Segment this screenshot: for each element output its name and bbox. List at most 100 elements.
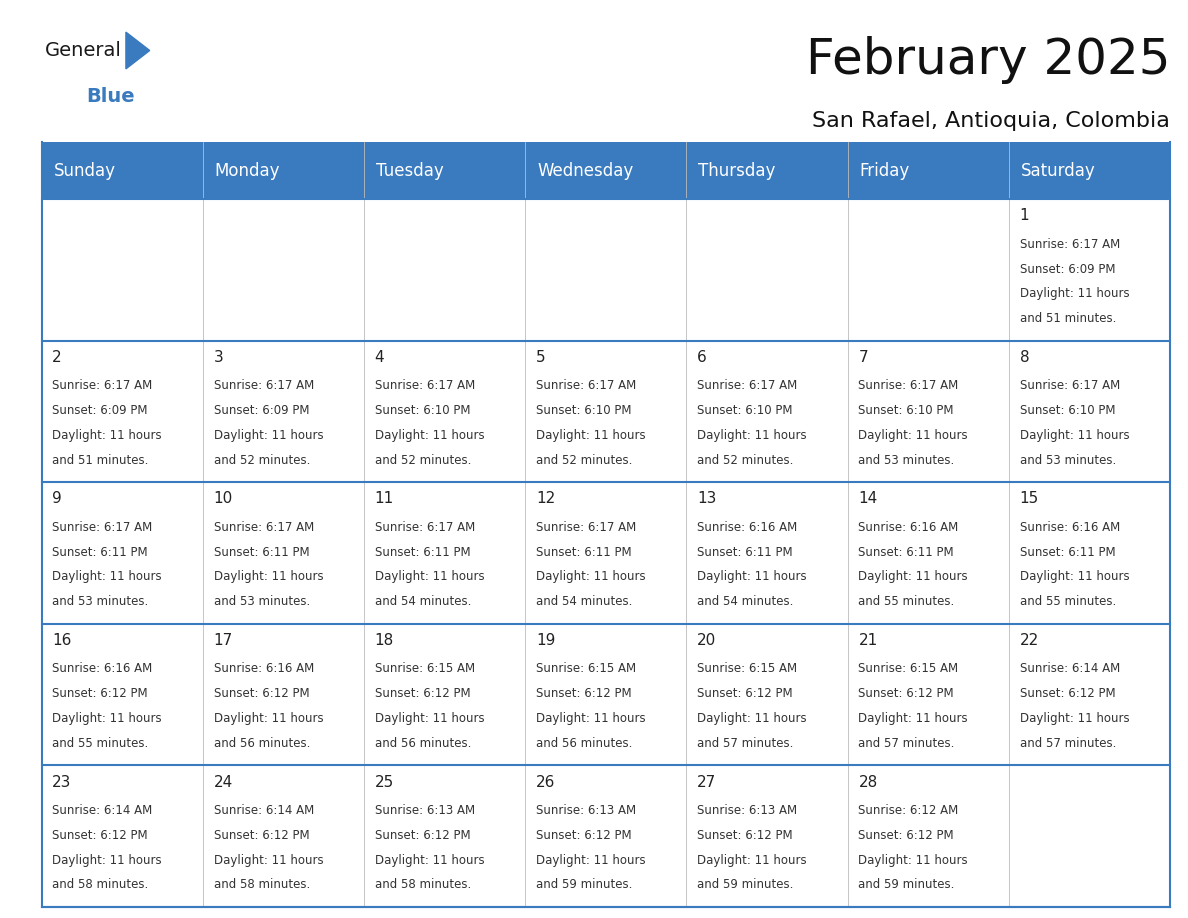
Text: Sunset: 6:12 PM: Sunset: 6:12 PM <box>374 688 470 700</box>
Text: 12: 12 <box>536 491 555 507</box>
Text: Sunset: 6:11 PM: Sunset: 6:11 PM <box>214 545 309 559</box>
Text: and 57 minutes.: and 57 minutes. <box>859 737 955 750</box>
Text: Daylight: 11 hours: Daylight: 11 hours <box>536 712 645 725</box>
Text: Sunrise: 6:16 AM: Sunrise: 6:16 AM <box>1019 521 1120 534</box>
Text: and 51 minutes.: and 51 minutes. <box>1019 312 1116 325</box>
Text: 3: 3 <box>214 350 223 365</box>
Text: and 52 minutes.: and 52 minutes. <box>697 453 794 466</box>
Text: 23: 23 <box>52 775 71 789</box>
Text: 13: 13 <box>697 491 716 507</box>
Text: and 58 minutes.: and 58 minutes. <box>374 879 470 891</box>
Bar <box>687 624 848 766</box>
Text: Daylight: 11 hours: Daylight: 11 hours <box>374 570 485 584</box>
Text: and 56 minutes.: and 56 minutes. <box>374 737 472 750</box>
Bar <box>42 482 203 624</box>
Text: 5: 5 <box>536 350 545 365</box>
Text: Tuesday: Tuesday <box>375 162 443 180</box>
Text: and 53 minutes.: and 53 minutes. <box>1019 453 1116 466</box>
Text: Daylight: 11 hours: Daylight: 11 hours <box>536 429 645 442</box>
Text: General: General <box>45 41 122 60</box>
Bar <box>1009 624 1170 766</box>
Text: Sunrise: 6:13 AM: Sunrise: 6:13 AM <box>697 804 797 817</box>
Bar <box>848 341 1009 482</box>
Text: and 58 minutes.: and 58 minutes. <box>214 879 310 891</box>
Text: Sunset: 6:11 PM: Sunset: 6:11 PM <box>52 545 147 559</box>
Bar <box>687 199 848 341</box>
Text: Sunset: 6:10 PM: Sunset: 6:10 PM <box>697 404 792 417</box>
Bar <box>364 766 525 907</box>
Text: and 59 minutes.: and 59 minutes. <box>697 879 794 891</box>
Text: Daylight: 11 hours: Daylight: 11 hours <box>1019 570 1130 584</box>
Bar <box>203 624 364 766</box>
Bar <box>525 341 687 482</box>
Text: Wednesday: Wednesday <box>537 162 633 180</box>
Text: 16: 16 <box>52 633 71 648</box>
Text: Daylight: 11 hours: Daylight: 11 hours <box>697 712 807 725</box>
Text: Sunset: 6:11 PM: Sunset: 6:11 PM <box>1019 545 1116 559</box>
Text: Daylight: 11 hours: Daylight: 11 hours <box>859 712 968 725</box>
Text: Sunrise: 6:17 AM: Sunrise: 6:17 AM <box>52 379 152 392</box>
Bar <box>525 482 687 624</box>
Text: Sunrise: 6:17 AM: Sunrise: 6:17 AM <box>1019 238 1120 251</box>
Text: and 53 minutes.: and 53 minutes. <box>214 595 310 609</box>
Text: Sunset: 6:11 PM: Sunset: 6:11 PM <box>859 545 954 559</box>
Text: and 58 minutes.: and 58 minutes. <box>52 879 148 891</box>
Text: Sunrise: 6:16 AM: Sunrise: 6:16 AM <box>859 521 959 534</box>
Text: and 56 minutes.: and 56 minutes. <box>536 737 632 750</box>
Text: 24: 24 <box>214 775 233 789</box>
Text: Sunset: 6:12 PM: Sunset: 6:12 PM <box>214 829 309 842</box>
Text: Daylight: 11 hours: Daylight: 11 hours <box>1019 287 1130 300</box>
Bar <box>42 624 203 766</box>
Text: Sunset: 6:11 PM: Sunset: 6:11 PM <box>697 545 792 559</box>
Text: Daylight: 11 hours: Daylight: 11 hours <box>697 854 807 867</box>
Bar <box>203 341 364 482</box>
Text: 21: 21 <box>859 633 878 648</box>
Text: Sunrise: 6:15 AM: Sunrise: 6:15 AM <box>374 663 475 676</box>
Text: Daylight: 11 hours: Daylight: 11 hours <box>374 712 485 725</box>
Text: and 52 minutes.: and 52 minutes. <box>536 453 632 466</box>
Text: Sunset: 6:12 PM: Sunset: 6:12 PM <box>214 688 309 700</box>
Bar <box>203 482 364 624</box>
Text: Daylight: 11 hours: Daylight: 11 hours <box>374 854 485 867</box>
Text: and 55 minutes.: and 55 minutes. <box>859 595 955 609</box>
Text: Saturday: Saturday <box>1020 162 1095 180</box>
Text: Sunrise: 6:17 AM: Sunrise: 6:17 AM <box>374 521 475 534</box>
Text: Sunrise: 6:14 AM: Sunrise: 6:14 AM <box>214 804 314 817</box>
Text: Daylight: 11 hours: Daylight: 11 hours <box>1019 712 1130 725</box>
Text: 17: 17 <box>214 633 233 648</box>
Text: Daylight: 11 hours: Daylight: 11 hours <box>859 854 968 867</box>
Text: 1: 1 <box>1019 208 1029 223</box>
Text: and 59 minutes.: and 59 minutes. <box>859 879 955 891</box>
Text: Sunset: 6:12 PM: Sunset: 6:12 PM <box>52 688 147 700</box>
Text: Sunset: 6:10 PM: Sunset: 6:10 PM <box>859 404 954 417</box>
Text: 8: 8 <box>1019 350 1029 365</box>
Text: Sunset: 6:09 PM: Sunset: 6:09 PM <box>214 404 309 417</box>
Text: Daylight: 11 hours: Daylight: 11 hours <box>697 429 807 442</box>
Bar <box>364 341 525 482</box>
Text: San Rafael, Antioquia, Colombia: San Rafael, Antioquia, Colombia <box>813 111 1170 131</box>
Text: 6: 6 <box>697 350 707 365</box>
Text: Sunset: 6:09 PM: Sunset: 6:09 PM <box>52 404 147 417</box>
Polygon shape <box>126 32 150 69</box>
Text: Daylight: 11 hours: Daylight: 11 hours <box>52 429 162 442</box>
Text: Daylight: 11 hours: Daylight: 11 hours <box>214 712 323 725</box>
Text: and 56 minutes.: and 56 minutes. <box>214 737 310 750</box>
Bar <box>525 199 687 341</box>
Text: Sunrise: 6:13 AM: Sunrise: 6:13 AM <box>374 804 475 817</box>
Text: Sunset: 6:12 PM: Sunset: 6:12 PM <box>536 829 632 842</box>
Bar <box>525 624 687 766</box>
Text: Sunrise: 6:15 AM: Sunrise: 6:15 AM <box>536 663 636 676</box>
Text: Daylight: 11 hours: Daylight: 11 hours <box>859 570 968 584</box>
Text: Sunrise: 6:16 AM: Sunrise: 6:16 AM <box>697 521 797 534</box>
Text: Sunday: Sunday <box>53 162 115 180</box>
Text: 22: 22 <box>1019 633 1038 648</box>
Text: Daylight: 11 hours: Daylight: 11 hours <box>536 854 645 867</box>
Bar <box>203 766 364 907</box>
Text: Daylight: 11 hours: Daylight: 11 hours <box>374 429 485 442</box>
Bar <box>687 766 848 907</box>
Text: Daylight: 11 hours: Daylight: 11 hours <box>214 429 323 442</box>
Bar <box>42 199 203 341</box>
Bar <box>364 624 525 766</box>
Text: Sunset: 6:12 PM: Sunset: 6:12 PM <box>536 688 632 700</box>
Text: Daylight: 11 hours: Daylight: 11 hours <box>52 854 162 867</box>
